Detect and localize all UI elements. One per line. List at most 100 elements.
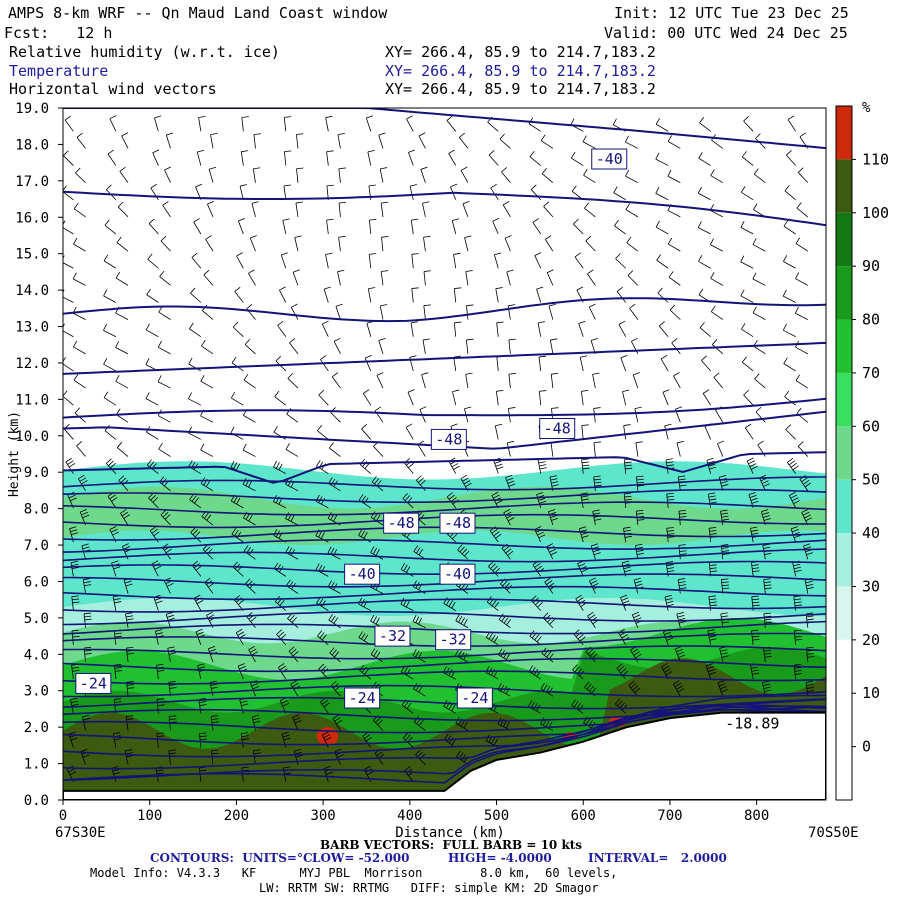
wind-barb-feather: [241, 703, 249, 707]
wind-barb-feather: [577, 634, 584, 640]
wind-barb-feather: [620, 668, 627, 674]
wind-barb-feather: [709, 498, 717, 501]
wind-barb: [406, 118, 414, 132]
wind-barb-feather: [545, 235, 552, 240]
wind-barb-feather: [494, 567, 501, 574]
wind-barb-feather: [252, 714, 260, 718]
y-tick-label: 1.0: [24, 757, 49, 773]
wind-barb: [123, 579, 129, 594]
wind-barb-feather: [408, 149, 416, 153]
wind-barb-feather: [804, 482, 812, 488]
wind-barb-feather: [273, 562, 279, 569]
wind-barb-feather: [574, 252, 581, 258]
wind-barb: [330, 412, 341, 423]
wind-barb-feather: [282, 218, 290, 221]
wind-barb-feather: [544, 577, 551, 583]
wind-barb-feather: [291, 617, 298, 623]
wind-barb-feather: [750, 666, 759, 669]
wind-barb: [405, 427, 414, 440]
wind-barb-feather: [584, 681, 590, 688]
wind-barb-feather: [612, 118, 617, 126]
wind-barb-feather: [679, 584, 687, 587]
wind-barb-feather: [69, 526, 77, 530]
wind-barb: [74, 208, 86, 218]
wind-barb-feather: [199, 701, 207, 703]
wind-barb-feather: [794, 667, 802, 669]
wind-barb-feather: [70, 529, 78, 533]
wind-barb-feather: [420, 479, 426, 486]
wind-barb-feather: [506, 619, 512, 626]
wind-barb-feather: [492, 218, 500, 222]
wind-barb-feather: [451, 463, 459, 468]
wind-barb-feather: [333, 514, 338, 522]
temperature-contour: [63, 585, 826, 601]
wind-barb: [358, 603, 371, 611]
wind-barb-feather: [291, 303, 298, 308]
wind-barb-feather: [571, 699, 576, 706]
wind-barb: [367, 288, 372, 303]
wind-barb-feather: [111, 497, 118, 502]
wind-barb: [588, 306, 596, 320]
wind-barb-feather: [624, 569, 632, 573]
wind-barb-feather: [488, 561, 494, 567]
wind-barb-feather: [237, 631, 244, 636]
wind-barb-feather: [288, 646, 295, 652]
wind-barb-feather: [115, 408, 121, 415]
wind-barb-feather: [415, 650, 420, 658]
wind-barb-feather: [581, 458, 589, 461]
wind-barb-feather: [198, 698, 206, 700]
wind-barb-feather: [462, 477, 469, 482]
wind-barb: [323, 768, 329, 782]
wind-barb-feather: [623, 424, 631, 426]
wind-barb: [546, 546, 554, 560]
wind-barb: [799, 479, 809, 492]
wind-barb-feather: [146, 459, 152, 466]
wind-barb: [148, 497, 159, 509]
wind-barb-feather: [666, 637, 674, 641]
temperature-contour: [63, 611, 826, 626]
wind-barb-feather: [79, 477, 87, 482]
x-tick-label: 800: [744, 808, 769, 824]
wind-barb-feather: [71, 595, 79, 598]
wind-barb-feather: [115, 374, 120, 382]
wind-barb-feather: [411, 218, 419, 221]
wind-barb-feather: [296, 133, 304, 135]
wind-barb-feather: [358, 631, 363, 638]
wind-barb: [796, 207, 809, 218]
wind-barb-feather: [124, 580, 132, 584]
wind-barb-feather: [496, 321, 504, 324]
y-tick-label: 6.0: [24, 574, 49, 590]
wind-barb: [623, 528, 627, 543]
wind-barb-feather: [707, 460, 715, 464]
wind-barb-feather: [251, 201, 259, 204]
wind-barb-feather: [592, 509, 600, 512]
y-tick-label: 3.0: [24, 684, 49, 700]
wind-barb: [246, 616, 256, 628]
wind-barb-feather: [791, 529, 799, 533]
wind-barb: [625, 175, 639, 184]
wind-barb: [329, 652, 341, 663]
wind-barb: [783, 225, 796, 235]
wind-barb-feather: [84, 646, 92, 649]
wind-barb-feather: [795, 639, 803, 641]
wind-barb-feather: [127, 652, 135, 655]
wind-barb: [673, 375, 681, 389]
wind-barb-feather: [323, 734, 331, 739]
wind-barb-feather: [743, 389, 749, 396]
wind-barb-feather: [445, 667, 450, 675]
wind-barb-feather: [764, 618, 772, 621]
wind-barb-feather: [550, 514, 558, 518]
wind-barb-feather: [337, 133, 345, 136]
wind-barb-feather: [167, 617, 175, 621]
wind-barb-feather: [145, 392, 150, 399]
wind-barb-feather: [323, 702, 330, 708]
wind-barb-feather: [197, 663, 205, 666]
wind-barb-feather: [210, 683, 218, 686]
wind-barb: [252, 750, 256, 765]
wind-barb-feather: [63, 185, 67, 191]
wind-barb-feather: [239, 184, 247, 187]
wind-barb-feather: [636, 549, 644, 552]
wind-barb-feather: [326, 184, 334, 187]
wind-barb-feather: [464, 406, 472, 410]
wind-barb: [379, 168, 384, 183]
